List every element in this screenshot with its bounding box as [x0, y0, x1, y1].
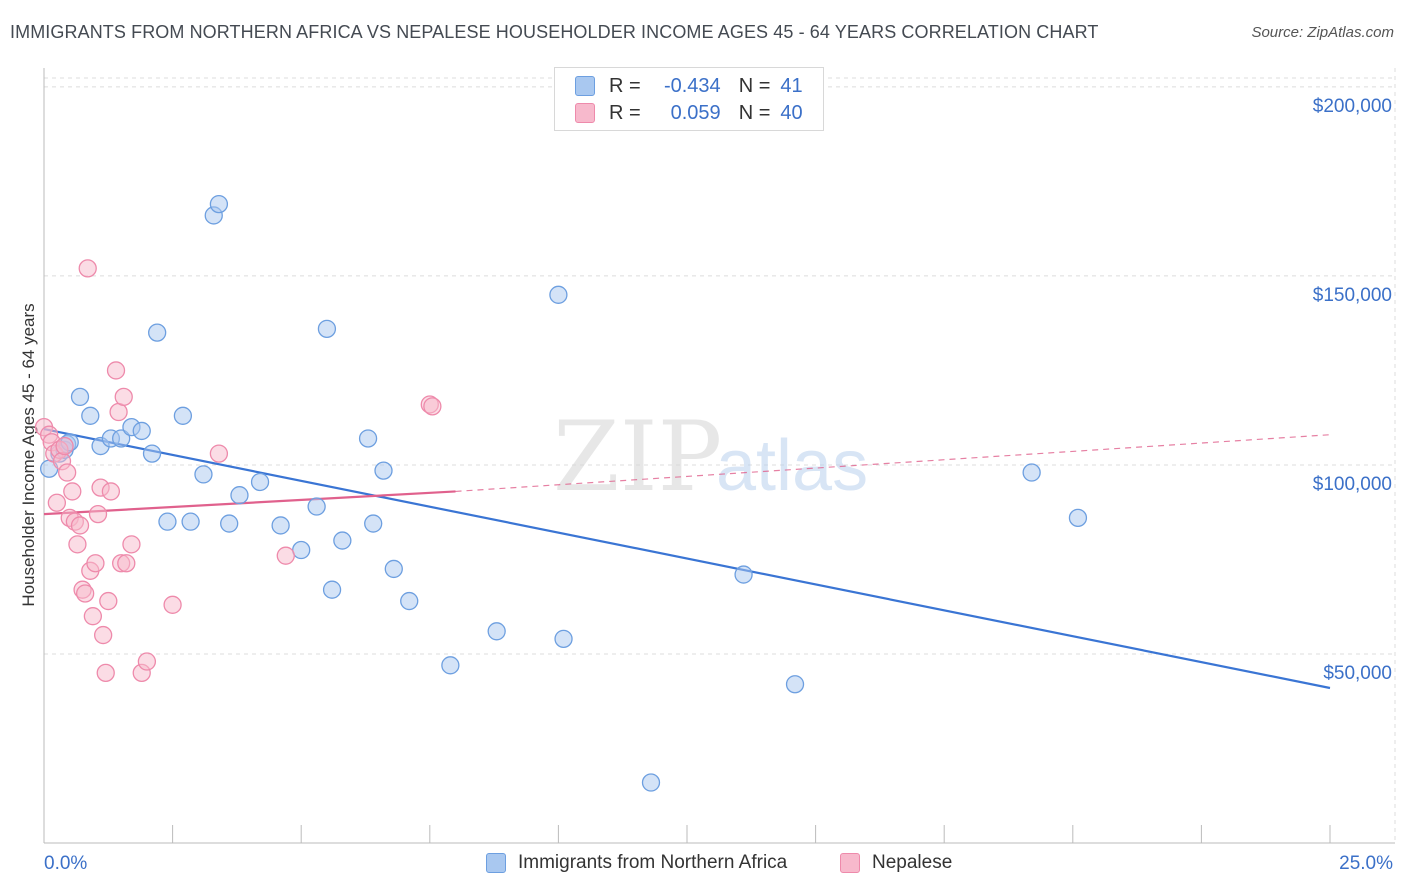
- point-immigrants: [317, 319, 337, 339]
- point-nepalese: [88, 504, 108, 524]
- legend-label-nepalese: Nepalese: [872, 852, 953, 873]
- point-nepalese: [96, 663, 115, 683]
- point-immigrants: [1068, 508, 1088, 528]
- point-immigrants: [158, 512, 177, 531]
- x-tick-label: 25.0%: [1339, 853, 1393, 874]
- point-immigrants: [292, 540, 311, 560]
- point-nepalese: [163, 595, 182, 614]
- point-immigrants: [358, 429, 378, 448]
- point-immigrants: [549, 285, 568, 304]
- r-label: R =: [609, 101, 641, 124]
- point-nepalese: [106, 361, 126, 380]
- point-immigrants: [220, 514, 239, 533]
- point-nepalese: [76, 584, 95, 603]
- watermark: ZIP atlas: [553, 401, 868, 513]
- point-immigrants: [785, 675, 805, 694]
- watermark-zip: ZIP: [553, 401, 722, 513]
- point-immigrants: [400, 591, 419, 611]
- point-nepalese: [276, 546, 295, 565]
- point-nepalese: [101, 482, 121, 501]
- legend-row-immigrants: R = -0.434 N = 41: [575, 73, 803, 99]
- point-nepalese: [86, 554, 105, 573]
- point-immigrants: [132, 421, 151, 441]
- y-tick-labels: $50,000 $100,000 $150,000 $200,000: [1313, 96, 1392, 684]
- point-immigrants: [148, 323, 167, 342]
- point-immigrants: [333, 531, 352, 550]
- point-immigrants: [142, 444, 162, 463]
- point-immigrants: [173, 406, 193, 425]
- point-nepalese: [47, 493, 67, 512]
- y-tick-label: $150,000: [1313, 285, 1392, 306]
- point-immigrants: [194, 465, 213, 484]
- point-nepalese: [99, 591, 118, 611]
- point-immigrants: [374, 461, 393, 480]
- point-nepalese: [57, 463, 77, 482]
- y-tick-label: $100,000: [1313, 474, 1392, 495]
- point-nepalese: [70, 516, 90, 535]
- data-points: [34, 194, 1088, 792]
- legend-swatch-blue: [486, 853, 506, 873]
- point-nepalese: [109, 402, 128, 422]
- point-nepalese: [423, 397, 442, 416]
- n-label: N =: [738, 74, 771, 97]
- point-nepalese: [209, 444, 229, 463]
- y-tick-label: $200,000: [1313, 96, 1392, 117]
- legend-row-nepalese: R = 0.059 N = 40: [575, 100, 803, 126]
- point-nepalese: [117, 554, 136, 573]
- point-nepalese: [68, 535, 87, 554]
- point-immigrants: [250, 472, 270, 492]
- point-immigrants: [209, 194, 229, 214]
- r-value: 0.059: [670, 101, 721, 124]
- point-immigrants: [487, 622, 506, 641]
- legend-swatch-pink: [840, 853, 860, 873]
- trendline-nepalese: [43, 490, 456, 516]
- axes: [43, 68, 1395, 844]
- point-nepalese: [137, 652, 157, 671]
- legend-label-immigrants: Immigrants from Northern Africa: [518, 852, 788, 873]
- n-value: 40: [780, 101, 803, 124]
- point-immigrants: [322, 580, 342, 599]
- point-immigrants: [307, 497, 326, 516]
- point-nepalese: [83, 607, 103, 626]
- y-axis-label: Householder Income Ages 45 - 64 years: [19, 303, 38, 606]
- x-tick-label: 0.0%: [44, 853, 87, 874]
- point-nepalese: [78, 259, 97, 278]
- correlation-legend: R = -0.434 N = 41 R = 0.059 N = 40: [554, 67, 824, 131]
- trendline-immigrants: [43, 427, 1331, 690]
- n-label: N =: [738, 101, 771, 124]
- chart-title: IMMIGRANTS FROM NORTHERN AFRICA VS NEPAL…: [10, 22, 1099, 42]
- point-immigrants: [641, 773, 661, 792]
- trendline-nepalese-extension: [455, 434, 1331, 493]
- point-immigrants: [181, 512, 200, 531]
- point-immigrants: [271, 516, 290, 535]
- series-legend: Immigrants from Northern Africa Nepalese: [0, 852, 1406, 878]
- point-immigrants: [364, 514, 383, 533]
- point-immigrants: [70, 387, 90, 407]
- point-immigrants: [734, 565, 753, 584]
- legend-item-immigrants: Immigrants from Northern Africa: [486, 852, 787, 874]
- point-immigrants: [384, 559, 403, 579]
- trendlines: [43, 427, 1331, 690]
- point-nepalese: [122, 535, 141, 554]
- point-immigrants: [230, 486, 249, 505]
- point-immigrants: [112, 429, 131, 448]
- source-credit: Source: ZipAtlas.com: [1251, 24, 1394, 41]
- x-tick-labels: 0.0% 25.0%: [44, 853, 1393, 874]
- point-immigrants: [1022, 463, 1041, 482]
- point-nepalese: [94, 625, 113, 645]
- point-nepalese: [114, 387, 133, 407]
- point-immigrants: [441, 656, 460, 675]
- y-tick-label: $50,000: [1323, 663, 1392, 684]
- point-immigrants: [81, 406, 100, 425]
- r-value: -0.434: [663, 74, 721, 97]
- point-nepalese: [63, 482, 82, 501]
- n-value: 41: [780, 74, 803, 97]
- legend-swatch-blue: [575, 76, 595, 96]
- legend-item-nepalese: Nepalese: [840, 852, 952, 874]
- point-immigrants: [554, 629, 573, 649]
- legend-swatch-pink: [575, 103, 595, 123]
- r-label: R =: [609, 74, 641, 97]
- point-nepalese: [55, 436, 74, 456]
